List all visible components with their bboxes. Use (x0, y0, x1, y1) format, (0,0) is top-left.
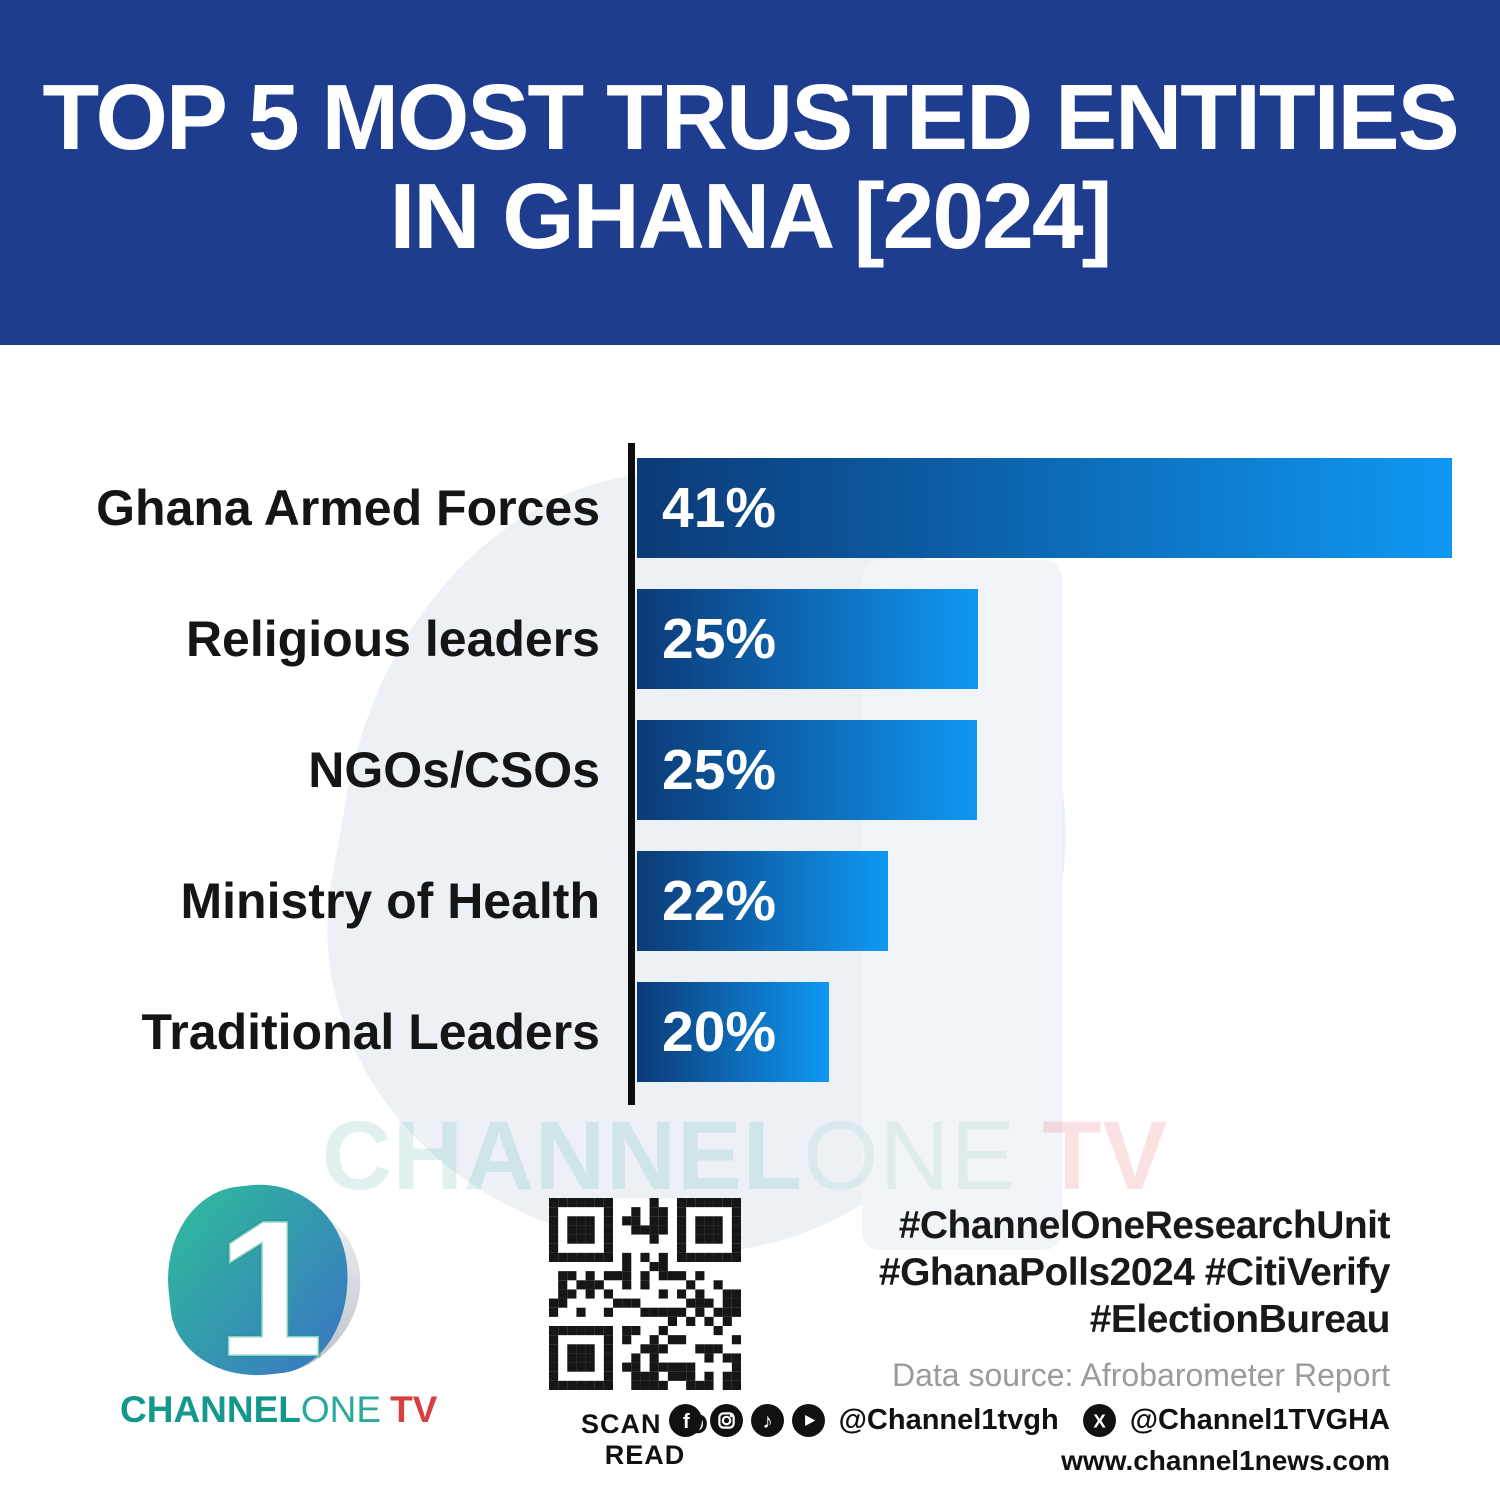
bar-ngos-csos: 25% (637, 720, 977, 820)
value-label: 22% (662, 869, 777, 933)
category-label: NGOs/CSOs (308, 742, 600, 798)
header-banner: TOP 5 MOST TRUSTED ENTITIES IN GHANA [20… (0, 0, 1500, 345)
category-label: Ministry of Health (180, 873, 600, 929)
footer-right-column: #ChannelOneResearchUnit #GhanaPolls2024 … (668, 1202, 1391, 1477)
category-label: Traditional Leaders (141, 1004, 600, 1060)
website-url: www.channel1news.com (1061, 1445, 1390, 1476)
wordmark-tv: TV (390, 1389, 438, 1430)
hashtag-line-2: #GhanaPolls2024 #CitiVerify (878, 1251, 1391, 1294)
hashtag-line-3: #ElectionBureau (1089, 1298, 1391, 1341)
watermark-channel: CHANNEL (321, 1101, 804, 1210)
hashtag-line-1: #ChannelOneResearchUnit (898, 1204, 1391, 1247)
category-label: Religious leaders (185, 611, 600, 667)
title-line-2: IN GHANA [2024] (389, 164, 1112, 268)
instagram-icon (709, 1404, 743, 1437)
qr-block: SCAN TO READ (545, 1198, 745, 1471)
chart-row-ghana-armed-forces: Ghana Armed Forces 41% (0, 458, 1500, 558)
bar-ministry-of-health: 22% (637, 851, 888, 951)
chart-row-traditional-leaders: Traditional Leaders 20% (0, 982, 1500, 1082)
qr-code (549, 1198, 741, 1390)
value-label: 25% (662, 738, 777, 802)
title-line-1: TOP 5 MOST TRUSTED ENTITIES (42, 65, 1459, 169)
x-icon: X (1082, 1404, 1116, 1437)
bar-religious-leaders: 25% (637, 589, 978, 689)
logo-wordmark: CHANNELONE TV (120, 1389, 437, 1431)
value-label: 20% (662, 1000, 777, 1064)
data-source: Data source: Afrobarometer Report (891, 1357, 1390, 1393)
chart-row-ministry-of-health: Ministry of Health 22% (0, 851, 1500, 951)
wordmark-one: ONE (300, 1389, 382, 1430)
svg-text:f: f (683, 1410, 690, 1433)
channel-one-logo: 1 CHANNELONE TV (120, 1174, 437, 1443)
svg-text:♪: ♪ (762, 1410, 772, 1433)
bar-chart: Ghana Armed Forces 41% Religious leaders… (0, 458, 1500, 1113)
page-title: TOP 5 MOST TRUSTED ENTITIES IN GHANA [20… (0, 68, 1500, 266)
watermark-one: ONE (803, 1101, 1017, 1210)
handle-main: @Channel1tvgh (838, 1404, 1059, 1436)
value-label: 41% (662, 476, 777, 540)
bar-ghana-armed-forces: 41% (637, 458, 1452, 558)
handle-x: @Channel1TVGHA (1129, 1404, 1390, 1436)
facebook-icon: f (668, 1404, 702, 1437)
chart-row-religious-leaders: Religious leaders 25% (0, 589, 1500, 689)
wordmark-channel: CHANNEL (120, 1389, 301, 1430)
logo-digit-one: 1 (214, 1179, 326, 1398)
social-row: f ♪ @Channel1tvgh X @Channel1TVGHA (668, 1404, 1390, 1437)
bar-traditional-leaders: 20% (637, 982, 829, 1082)
tiktok-icon: ♪ (750, 1404, 784, 1437)
youtube-icon (791, 1404, 825, 1437)
channel-one-tv-watermark: CHANNELONE TV (0, 1100, 1490, 1212)
watermark-tv: TV (1042, 1101, 1169, 1210)
value-label: 25% (662, 607, 777, 671)
svg-text:X: X (1093, 1410, 1106, 1431)
category-label: Ghana Armed Forces (96, 480, 600, 536)
y-axis-line (628, 443, 635, 1105)
chart-row-ngos-csos: NGOs/CSOs 25% (0, 720, 1500, 820)
